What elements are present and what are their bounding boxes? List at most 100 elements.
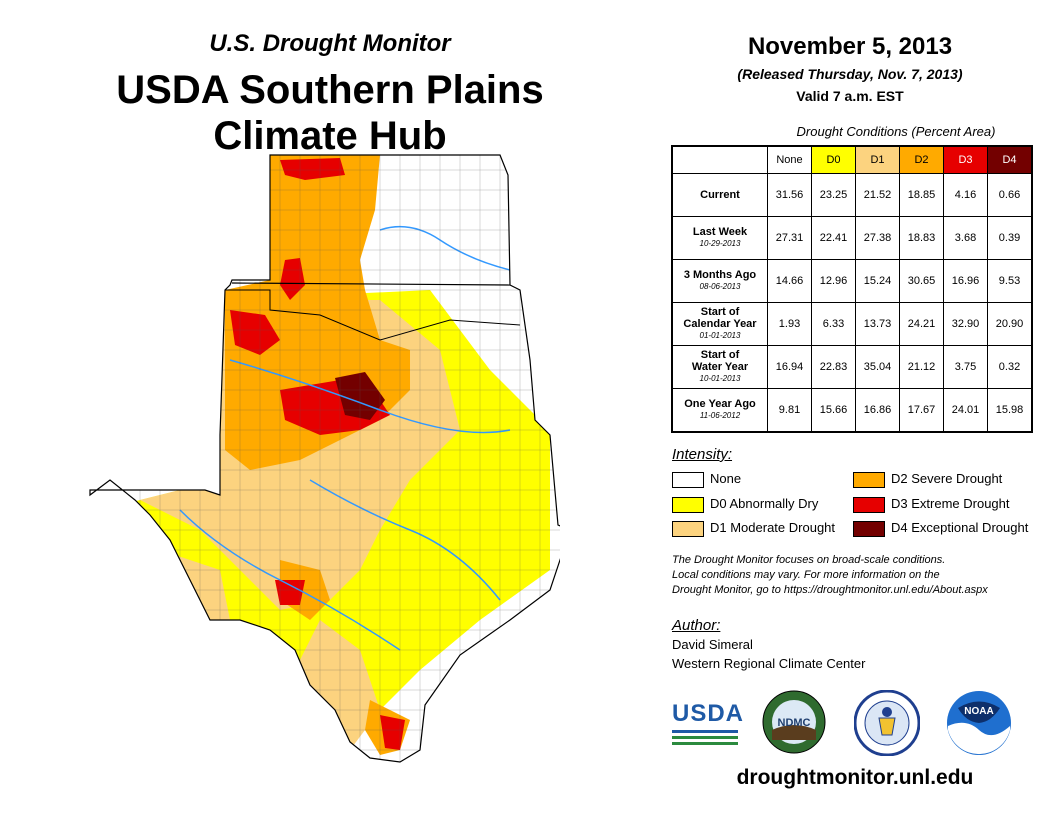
valid-time: Valid 7 a.m. EST [796,88,904,104]
table-cell: 32.90 [943,302,988,346]
legend-label: D1 Moderate Drought [710,520,836,535]
row-label-text2: Water Year [691,361,749,373]
note-line: Local conditions may vary. For more info… [672,569,940,581]
legend-swatch [853,471,885,488]
map-subtitle: U.S. Drought Monitor [209,30,451,57]
table-cell: 35.04 [855,345,900,389]
table-cell: 15.24 [855,259,900,303]
table-cell: 0.32 [987,345,1033,389]
col-header: D0 [811,145,856,174]
legend-swatch [672,520,704,537]
legend-item-none: None [672,470,741,488]
table-cell: 16.96 [943,259,988,303]
table-cell: 21.12 [899,345,944,389]
map-date: November 5, 2013 [747,33,953,60]
table-cell: 22.83 [811,345,856,389]
table-cell: 21.52 [855,173,900,217]
table-cell: 3.75 [943,345,988,389]
row-label-date: 08-06-2013 [699,282,741,291]
table-row: Current 31.56 23.25 21.52 18.85 4.16 0.6… [671,173,1033,217]
table-cell: 9.81 [767,388,812,433]
usda-logo: USDA [672,700,745,750]
table-row: Start of Calendar Year 01-01-2013 1.93 6.3… [671,302,1033,346]
col-header: None [767,145,812,174]
table-cell: 9.53 [987,259,1033,303]
row-label-text: 3 Months Ago [683,269,757,281]
table-caption: Drought Conditions (Percent Area) [796,124,996,139]
table-cell: 18.85 [899,173,944,217]
state-line-ks-ok [231,282,511,286]
table-cell: 31.56 [767,173,812,217]
legend-item-d3: D3 Extreme Drought [853,495,1010,513]
row-label: Last Week 10-29-2013 [671,216,768,260]
table-cell: 30.65 [899,259,944,303]
table-row: Start of Water Year 10-01-2013 16.94 22.83… [671,345,1033,389]
note-line: Drought Monitor, go to https://droughtmo… [672,584,988,596]
map-title-line2: Climate Hub [213,114,447,158]
website-url[interactable]: droughtmonitor.unl.edu [736,766,974,789]
row-label-text: One Year Ago [684,398,756,410]
author-org: Western Regional Climate Center [672,656,866,671]
legend-title: Intensity: [672,446,733,463]
row-label-text: Start of [700,306,740,318]
d3-area-ks [280,258,305,300]
col-header: D4 [987,145,1033,174]
table-cell: 23.25 [811,173,856,217]
table-cell: 14.66 [767,259,812,303]
legend-swatch [853,496,885,513]
note-line: The Drought Monitor focuses on broad-sca… [672,554,946,566]
row-label-date: 10-01-2013 [699,374,741,383]
table-cell: 12.96 [811,259,856,303]
row-label: Start of Calendar Year 01-01-2013 [671,302,768,346]
table-header-row: None D0 D1 D2 D3 D4 [672,145,1033,174]
legend-item-d0: D0 Abnormally Dry [672,495,818,513]
legend-item-d4: D4 Exceptional Drought [853,519,1028,537]
row-label: Current [671,173,768,217]
col-header: D2 [899,145,944,174]
legend-label: D2 Severe Drought [891,471,1003,486]
row-label-text: Last Week [692,226,748,238]
table-cell: 15.66 [811,388,856,433]
table-cell: 17.67 [899,388,944,433]
state-line-ok-tx [225,289,521,341]
ndmc-logo: NDMC [762,690,826,754]
table-cell: 0.39 [987,216,1033,260]
table-cell: 1.93 [767,302,812,346]
release-date: (Released Thursday, Nov. 7, 2013) [737,66,963,82]
author-title: Author: [672,617,721,634]
legend-item-d2: D2 Severe Drought [853,470,1002,488]
table-cell: 18.83 [899,216,944,260]
legend-swatch [672,471,704,488]
map-note: The Drought Monitor focuses on broad-sca… [672,553,1042,598]
row-label-text: Current [700,189,740,201]
commerce-seal-logo [854,690,920,756]
legend-swatch [672,496,704,513]
table-cell: 0.66 [987,173,1033,217]
legend-label: D3 Extreme Drought [891,496,1010,511]
table-cell: 16.86 [855,388,900,433]
author-name: David Simeral [672,637,753,652]
d3-area-south-tx [380,715,405,750]
row-label-date: 10-29-2013 [699,239,741,248]
col-header: D1 [855,145,900,174]
d3-area-north [280,158,345,180]
table-cell: 6.33 [811,302,856,346]
legend-label: None [710,471,742,486]
row-label-date: 01-01-2013 [699,331,741,340]
table-cell: 3.68 [943,216,988,260]
table-corner [672,146,768,174]
row-label-text2: Calendar Year [683,318,757,330]
table-cell: 20.90 [987,302,1033,346]
map-title-line1: USDA Southern Plains [116,68,544,112]
table-cell: 24.21 [899,302,944,346]
table-row: Last Week 10-29-2013 27.31 22.41 27.38 18… [671,216,1033,260]
ndmc-logo-text: NDMC [778,717,811,729]
table-cell: 22.41 [811,216,856,260]
row-label: Start of Water Year 10-01-2013 [671,345,768,389]
table-cell: 4.16 [943,173,988,217]
table-cell: 15.98 [987,388,1033,433]
table-row: One Year Ago 11-06-2012 9.81 15.66 16.86 … [671,388,1033,433]
d3-area-panhandle [230,310,280,355]
usda-logo-text: USDA [672,700,745,727]
table-cell: 16.94 [767,345,812,389]
